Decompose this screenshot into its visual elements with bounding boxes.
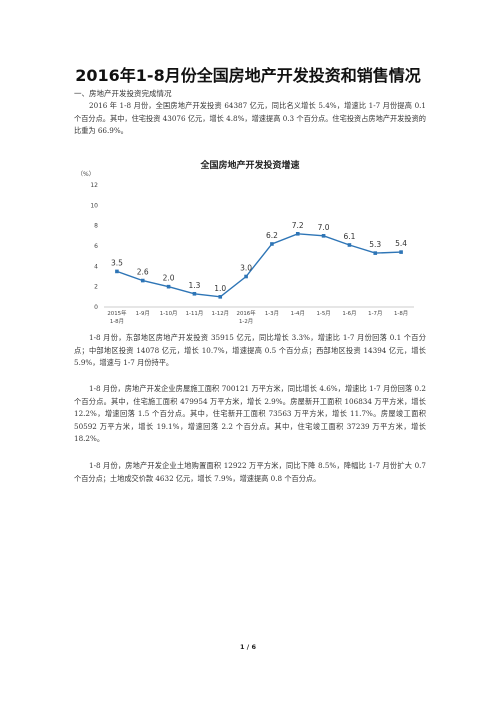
paragraph-land: 1-8 月份，房地产开发企业土地购置面积 12922 万平方米，同比下降 8.5… — [74, 461, 426, 483]
paragraph-floor-space: 1-8 月份，房地产开发企业房屋施工面积 700121 万平方米，同比增长 4.… — [74, 384, 426, 444]
data-label: 1.3 — [188, 281, 200, 290]
x-category-label: 1-8月 — [110, 318, 124, 325]
series-line — [116, 233, 402, 298]
y-tick-label: 2 — [94, 284, 98, 291]
data-point — [218, 295, 223, 299]
data-point — [270, 242, 274, 246]
page-title: 2016年1-8月份全国房地产开发投资和销售情况 — [75, 66, 421, 85]
x-category-label: 1-5月 — [316, 310, 330, 317]
x-category-label: 1-4月 — [291, 310, 305, 317]
data-label: 5.4 — [395, 239, 407, 248]
y-tick-label: 8 — [94, 223, 98, 230]
x-category-label: 1-7月 — [368, 310, 382, 317]
paragraph-regional: 1-8 月份，东部地区房地产开发投资 35915 亿元，同比增长 3.3%，增速… — [74, 333, 426, 368]
data-point — [321, 234, 326, 238]
page-number: 1 / 6 — [240, 643, 256, 651]
x-category-label: 1-6月 — [342, 310, 356, 317]
data-label: 1.0 — [214, 284, 226, 293]
data-point — [347, 243, 352, 247]
data-point — [192, 291, 197, 296]
investment-growth-chart: 全国房地产开发投资增速 （%） 0 2 4 6 8 10 12 3.5 2.6 2.0 1.3 1.… — [74, 152, 426, 337]
data-label: 2.6 — [137, 268, 149, 277]
data-point — [140, 278, 145, 283]
x-category-label: 1-8月 — [394, 310, 408, 317]
y-tick-label: 4 — [94, 263, 98, 270]
y-axis-unit-label: （%） — [77, 171, 95, 178]
data-label: 6.2 — [266, 231, 278, 240]
data-label: 5.3 — [369, 240, 381, 249]
x-category-label: 1-3月 — [265, 310, 279, 317]
data-label: 7.0 — [318, 223, 330, 232]
data-point — [373, 251, 378, 255]
data-point — [166, 284, 171, 289]
data-label: 6.1 — [343, 232, 355, 241]
y-axis-ticks: 0 2 4 6 8 10 12 — [90, 182, 98, 311]
data-labels: 3.5 2.6 2.0 1.3 1.0 3.0 6.2 7.2 7.0 6.1 5.3 5.4 — [111, 221, 407, 293]
x-category-label: 2015年 — [107, 309, 127, 317]
data-point — [244, 274, 248, 279]
data-label: 7.2 — [292, 221, 304, 230]
data-point — [115, 269, 119, 274]
data-label: 3.0 — [240, 264, 252, 273]
section-heading: 一、房地产开发投资完成情况 — [74, 89, 172, 98]
paragraph-investment: 2016 年 1-8 月份，全国房地产开发投资 64387 亿元，同比名义增长 … — [74, 101, 426, 136]
x-category-label: 1-2月 — [239, 318, 253, 325]
data-point — [295, 232, 300, 236]
x-category-label: 1-11月 — [186, 310, 204, 317]
data-label: 3.5 — [111, 258, 123, 267]
y-tick-label: 10 — [90, 202, 98, 209]
data-label: 2.0 — [163, 274, 175, 283]
chart-title: 全国房地产开发投资增速 — [199, 159, 299, 171]
data-point — [399, 250, 403, 254]
line-chart-svg: 全国房地产开发投资增速 （%） 0 2 4 6 8 10 12 3.5 2.6 2.0 1.3 1.… — [77, 159, 414, 325]
x-category-label: 2016年 — [237, 309, 257, 317]
y-tick-label: 0 — [94, 304, 98, 311]
data-points — [115, 232, 403, 299]
y-tick-label: 6 — [94, 243, 98, 250]
x-category-label: 1-9月 — [136, 310, 150, 317]
x-category-label: 1-10月 — [160, 310, 178, 317]
y-tick-label: 12 — [90, 182, 98, 189]
x-category-label: 1-12月 — [211, 310, 229, 317]
